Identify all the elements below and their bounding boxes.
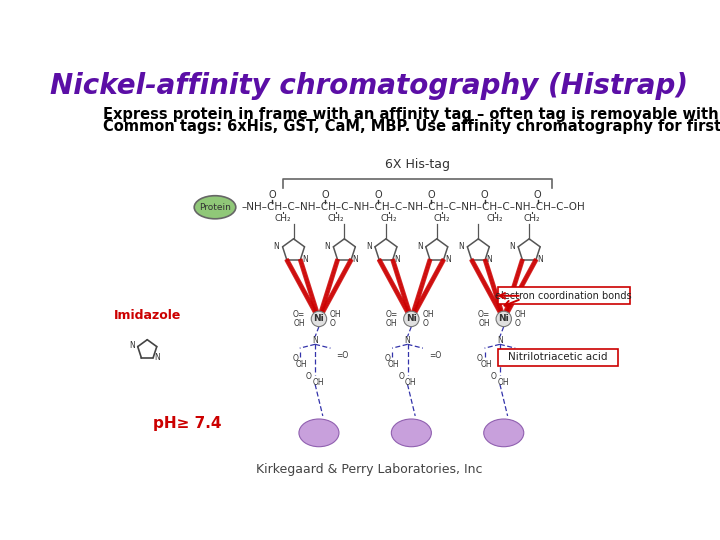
Text: Kirkegaard & Perry Laboratories, Inc: Kirkegaard & Perry Laboratories, Inc	[256, 463, 482, 476]
Text: Common tags: 6xHis, GST, CaM, MBP. Use affinity chromatography for first step!: Common tags: 6xHis, GST, CaM, MBP. Use a…	[102, 119, 720, 134]
Text: O: O	[534, 190, 541, 200]
Text: 6X His-tag: 6X His-tag	[385, 158, 450, 171]
Text: =O: =O	[429, 352, 441, 360]
Text: electron coordination bonds: electron coordination bonds	[495, 291, 632, 301]
Text: CH₂: CH₂	[487, 213, 503, 222]
Ellipse shape	[484, 419, 523, 447]
Text: O=: O=	[385, 310, 397, 319]
FancyBboxPatch shape	[498, 349, 618, 366]
Text: OH: OH	[480, 360, 492, 369]
Text: Ni: Ni	[498, 314, 509, 323]
Text: CH₂: CH₂	[328, 213, 344, 222]
Text: N: N	[459, 241, 464, 251]
Text: N: N	[366, 241, 372, 251]
Text: O: O	[422, 319, 428, 328]
Text: Imidazole: Imidazole	[114, 308, 181, 321]
Text: =O: =O	[337, 352, 349, 360]
Text: N: N	[417, 241, 423, 251]
Text: Nickel-affinity chromatography (Histrap): Nickel-affinity chromatography (Histrap)	[50, 72, 688, 100]
Text: OH: OH	[388, 360, 400, 369]
Ellipse shape	[392, 419, 431, 447]
Text: OH: OH	[294, 319, 305, 328]
Text: OH: OH	[405, 379, 416, 387]
Circle shape	[404, 311, 419, 327]
Text: O: O	[292, 354, 298, 363]
Text: OH: OH	[515, 310, 526, 319]
Text: N: N	[405, 336, 410, 345]
Text: Express protein in frame with an affinity tag – often tag is removable with a pr: Express protein in frame with an affinit…	[102, 106, 720, 122]
Text: N: N	[353, 255, 359, 264]
Text: CH₂: CH₂	[524, 213, 541, 222]
Text: Nitrilotriacetic acid: Nitrilotriacetic acid	[508, 353, 608, 362]
Text: O: O	[491, 372, 497, 381]
Text: N: N	[395, 255, 400, 264]
Text: N: N	[538, 255, 543, 264]
Text: N: N	[130, 341, 135, 350]
Text: O: O	[330, 319, 336, 328]
Text: Ni: Ni	[314, 314, 324, 323]
Text: O: O	[374, 190, 382, 200]
Text: N: N	[302, 255, 307, 264]
Text: OH: OH	[330, 310, 341, 319]
Text: OH: OH	[478, 319, 490, 328]
Text: O: O	[321, 190, 329, 200]
Text: =O: =O	[521, 352, 534, 360]
Text: OH: OH	[312, 379, 324, 387]
Text: –NH–CH–C–NH–CH–C–NH–CH–C–NH–CH–C–NH–CH–C–NH–CH–C–OH: –NH–CH–C–NH–CH–C–NH–CH–C–NH–CH–C–NH–CH–C…	[242, 202, 585, 212]
Text: O: O	[515, 319, 521, 328]
Text: O: O	[306, 372, 312, 381]
Text: O: O	[477, 354, 483, 363]
Text: N: N	[487, 255, 492, 264]
Text: OH: OH	[422, 310, 433, 319]
Text: O=: O=	[293, 310, 305, 319]
Text: O: O	[428, 190, 435, 200]
Text: N: N	[509, 241, 515, 251]
Text: N: N	[325, 241, 330, 251]
Text: OH: OH	[295, 360, 307, 369]
Text: N: N	[155, 353, 161, 362]
Text: OH: OH	[498, 379, 509, 387]
Text: O: O	[268, 190, 276, 200]
Text: OH: OH	[386, 319, 397, 328]
Text: CH₂: CH₂	[274, 213, 291, 222]
FancyBboxPatch shape	[498, 287, 630, 304]
Text: O: O	[384, 354, 390, 363]
Text: Protein: Protein	[199, 202, 231, 212]
Ellipse shape	[299, 419, 339, 447]
Text: N: N	[497, 336, 503, 345]
Text: N: N	[274, 241, 279, 251]
Text: O: O	[398, 372, 404, 381]
Text: pH≥ 7.4: pH≥ 7.4	[153, 416, 222, 431]
Text: N: N	[445, 255, 451, 264]
Text: CH₂: CH₂	[434, 213, 451, 222]
Text: O: O	[481, 190, 488, 200]
Text: Ni: Ni	[406, 314, 417, 323]
Circle shape	[311, 311, 327, 327]
Text: CH₂: CH₂	[381, 213, 397, 222]
Text: O=: O=	[477, 310, 490, 319]
Ellipse shape	[194, 195, 235, 219]
Circle shape	[496, 311, 511, 327]
Text: N: N	[312, 336, 318, 345]
